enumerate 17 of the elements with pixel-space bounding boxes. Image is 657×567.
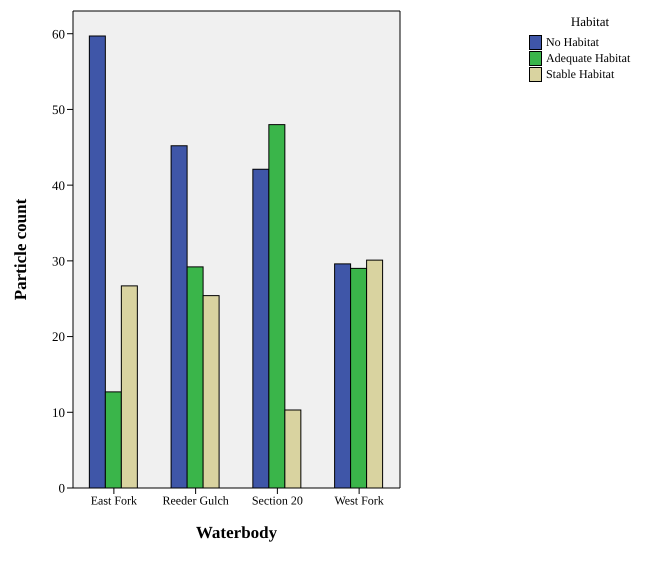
x-tick-label: Reeder Gulch	[162, 494, 229, 508]
legend-label: Stable Habitat	[546, 66, 614, 82]
y-tick-label: 60	[52, 26, 65, 42]
y-tick-label: 40	[52, 178, 65, 193]
y-axis-title: Particle count	[11, 198, 30, 300]
x-tick-label: East Fork	[90, 494, 138, 508]
legend-label: No Habitat	[546, 34, 599, 50]
x-tick-label: West Fork	[334, 494, 384, 508]
x-axis-title: Waterbody	[196, 523, 278, 542]
y-tick-label: 30	[52, 253, 65, 268]
y-tick-label: 10	[52, 404, 65, 420]
legend-title: Habitat	[570, 14, 610, 30]
x-tick-label: Section 20	[252, 494, 303, 508]
y-tick-label: 0	[58, 480, 65, 496]
legend-label: Adequate Habitat	[546, 50, 630, 66]
y-tick-label: 50	[52, 102, 65, 118]
y-tick-label: 20	[52, 329, 65, 344]
